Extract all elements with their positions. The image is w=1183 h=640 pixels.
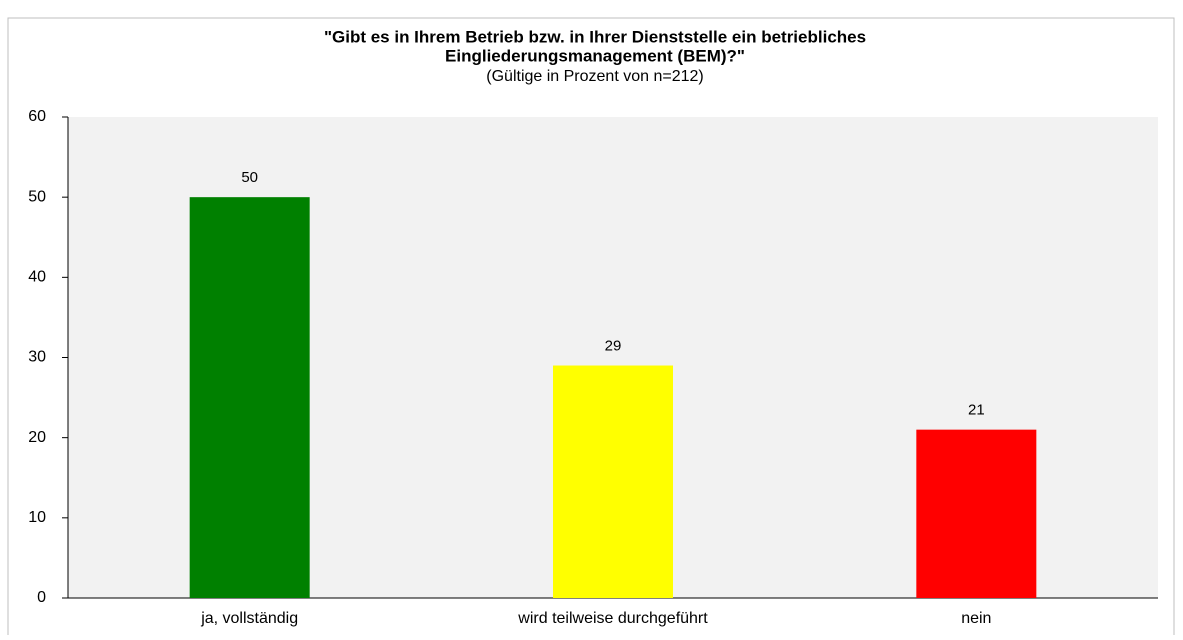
data-label: 50 — [241, 169, 258, 186]
y-tick-label: 60 — [28, 108, 46, 125]
data-label: 21 — [968, 402, 985, 419]
bar — [189, 197, 310, 598]
x-tick-label: ja, vollständig — [200, 610, 298, 627]
x-tick-label: nein — [961, 610, 991, 627]
y-tick-label: 50 — [28, 188, 46, 205]
bar — [553, 365, 673, 598]
y-tick-label: 0 — [37, 589, 46, 606]
data-label: 29 — [605, 337, 622, 354]
y-tick-label: 40 — [28, 269, 46, 286]
bar — [916, 429, 1037, 598]
y-tick-label: 10 — [28, 509, 46, 526]
x-tick-label: wird teilweise durchgeführt — [517, 610, 708, 627]
chart-title: "Gibt es in Ihrem Betrieb bzw. in Ihrer … — [324, 27, 866, 46]
chart-title: Eingliederungsmanagement (BEM)?" — [445, 46, 745, 65]
y-tick-label: 20 — [28, 429, 46, 446]
y-tick-label: 30 — [28, 349, 46, 366]
chart-subtitle: (Gültige in Prozent von n=212) — [486, 68, 703, 85]
